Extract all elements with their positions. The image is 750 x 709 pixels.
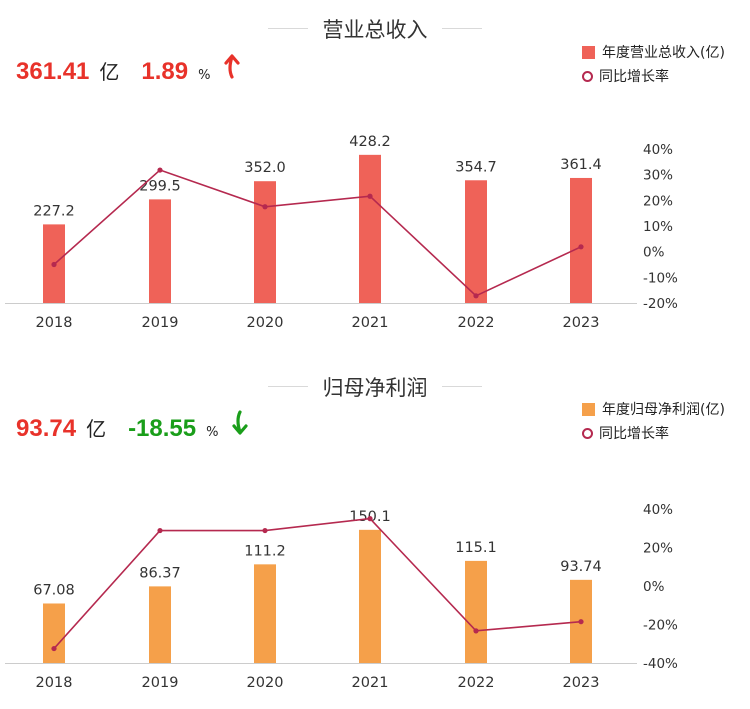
- x-tick-label-2018: 2018: [36, 675, 73, 691]
- growth-point-2023: [578, 619, 584, 625]
- x-tick-label-2019: 2019: [142, 315, 179, 331]
- bar-2023: [570, 177, 592, 303]
- arrow-up-icon: [222, 53, 242, 83]
- x-tick-label-2020: 2020: [247, 675, 284, 691]
- legend-item-revenue-line[interactable]: 同比增长率: [582, 64, 725, 88]
- data-label-2019: 86.37: [139, 565, 181, 581]
- legend-swatch-bar: [582, 402, 595, 416]
- y-right-tick-label: 0%: [643, 579, 665, 595]
- legend-label-bar: 年度归母净利润(亿): [602, 402, 725, 418]
- x-tick-label-2019: 2019: [142, 675, 179, 691]
- revenue-value: 361.41: [16, 58, 90, 85]
- bar-2020: [254, 181, 276, 303]
- growth-rate-line: [53, 169, 582, 297]
- profit-value: 93.74: [16, 415, 77, 442]
- x-tick-label-2018: 2018: [36, 315, 73, 331]
- revenue-headline: 361.41 亿 1.89 %: [16, 53, 242, 86]
- data-label-2020: 111.2: [244, 543, 286, 559]
- profit-headline: 93.74 亿 -18.55 %: [16, 410, 250, 443]
- bar-2018: [43, 603, 65, 663]
- growth-point-2020: [262, 204, 268, 210]
- profit-growth-unit: %: [206, 425, 219, 440]
- arrow-down-icon: [230, 410, 250, 440]
- growth-point-2018: [51, 261, 57, 268]
- growth-point-2021: [367, 516, 373, 522]
- growth-point-2022: [473, 293, 479, 299]
- profit-chart: 67.0886.37111.2150.1115.193.742018201920…: [5, 502, 678, 691]
- x-tick-label-2021: 2021: [352, 315, 389, 331]
- revenue-growth: 1.89: [141, 58, 189, 85]
- bar-2019: [149, 199, 171, 303]
- legend-item-revenue-bar[interactable]: 年度营业总收入(亿): [582, 40, 725, 64]
- x-tick-label-2022: 2022: [458, 675, 495, 691]
- y-right-tick-label: 40%: [643, 502, 673, 518]
- data-label-2023: 93.74: [560, 559, 602, 575]
- legend-swatch-line: [582, 427, 593, 439]
- legend-swatch-line: [582, 70, 593, 82]
- data-label-2019: 299.5: [139, 178, 181, 194]
- y-right-tick-label: 40%: [643, 142, 673, 158]
- bar-2019: [149, 586, 171, 663]
- y-right-tick-label: 20%: [643, 193, 673, 209]
- bar-2020: [254, 564, 276, 663]
- title-divider-left: [268, 28, 308, 29]
- y-right-tick-label: 10%: [643, 219, 673, 235]
- data-label-2021: 428.2: [349, 134, 391, 150]
- legend-label-line: 同比增长率: [599, 426, 669, 442]
- growth-point-2021: [367, 193, 373, 199]
- y-right-tick-label: 20%: [643, 541, 673, 557]
- y-right-tick-label: -20%: [643, 618, 678, 634]
- legend-item-profit-line[interactable]: 同比增长率: [582, 421, 725, 445]
- revenue-title: 营业总收入: [322, 18, 428, 42]
- bar-2022: [465, 180, 487, 303]
- growth-point-2018: [51, 645, 57, 652]
- y-right-tick-label: 30%: [643, 168, 673, 184]
- revenue-title-block: 营业总收入: [0, 14, 750, 44]
- revenue-legend: 年度营业总收入(亿) 同比增长率: [582, 40, 725, 88]
- bar-2021: [359, 154, 381, 303]
- title-divider-right: [442, 386, 482, 387]
- y-right-tick-label: -40%: [643, 656, 678, 672]
- data-label-2023: 361.4: [560, 157, 602, 173]
- bar-2022: [465, 560, 487, 663]
- bar-2021: [359, 529, 381, 663]
- x-tick-label-2023: 2023: [563, 675, 600, 691]
- profit-legend: 年度归母净利润(亿) 同比增长率: [582, 397, 725, 445]
- growth-point-2022: [473, 628, 479, 634]
- profit-growth: -18.55: [128, 415, 197, 442]
- growth-point-2019: [157, 527, 163, 534]
- data-label-2022: 115.1: [455, 540, 497, 556]
- data-label-2018: 67.08: [33, 582, 75, 598]
- profit-title: 归母净利润: [322, 376, 428, 400]
- x-tick-label-2022: 2022: [458, 315, 495, 331]
- y-right-tick-label: -10%: [643, 270, 678, 286]
- revenue-unit: 亿: [99, 60, 120, 84]
- x-tick-label-2023: 2023: [563, 315, 600, 331]
- title-divider-right: [442, 28, 482, 29]
- profit-unit: 亿: [86, 417, 107, 441]
- legend-label-bar: 年度营业总收入(亿): [602, 45, 725, 61]
- x-tick-label-2020: 2020: [247, 315, 284, 331]
- revenue-growth-unit: %: [198, 68, 211, 83]
- growth-point-2023: [578, 244, 584, 250]
- data-label-2020: 352.0: [244, 160, 286, 176]
- growth-point-2019: [157, 167, 163, 173]
- legend-item-profit-bar[interactable]: 年度归母净利润(亿): [582, 397, 725, 421]
- revenue-chart: 227.2 299.5 352.0 428.2 354.7 361.4 2018 2019 20…: [5, 134, 678, 331]
- data-label-2018: 227.2: [33, 203, 75, 219]
- growth-rate-line: [53, 517, 582, 650]
- title-divider-left: [268, 386, 308, 387]
- legend-label-line: 同比增长率: [599, 69, 669, 85]
- y-right-tick-label: -20%: [643, 296, 678, 312]
- growth-point-2020: [262, 527, 268, 534]
- data-label-2022: 354.7: [455, 159, 497, 175]
- y-right-tick-label: 0%: [643, 245, 665, 261]
- legend-swatch-bar: [582, 45, 595, 59]
- profit-title-block: 归母净利润: [0, 372, 750, 402]
- x-tick-label-2021: 2021: [352, 675, 389, 691]
